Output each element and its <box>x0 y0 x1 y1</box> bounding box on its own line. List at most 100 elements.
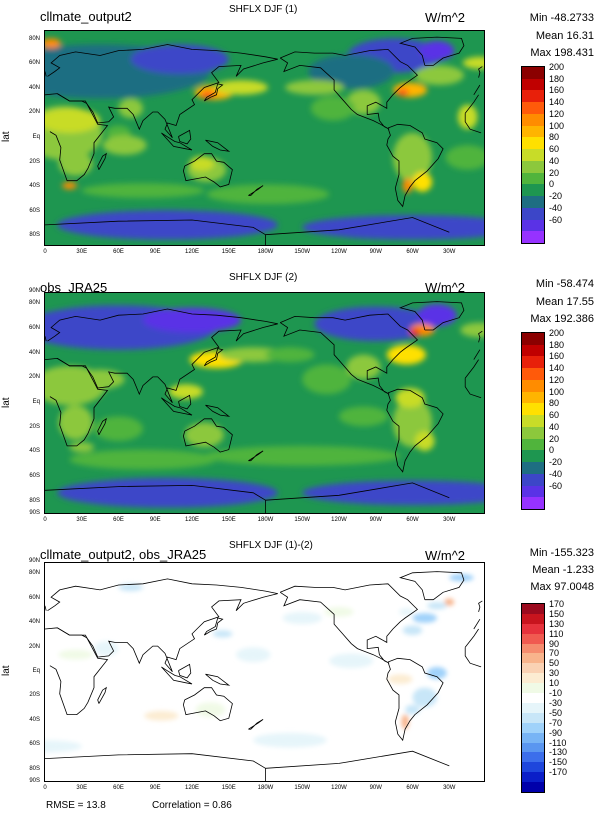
colorbar-box <box>522 613 544 625</box>
field-contour <box>189 156 215 171</box>
correlation-label: Correlation = 0.86 <box>152 800 232 811</box>
coastline <box>464 113 482 134</box>
mean-stat: Mean 16.31 <box>535 30 594 42</box>
colorbar-label: -30 <box>549 697 563 708</box>
colorbar-label: 0 <box>549 445 555 456</box>
x-tick-label: 150E <box>221 249 236 255</box>
mean-stat: Mean -1.233 <box>532 564 594 576</box>
y-tick-label: 20N <box>28 643 40 650</box>
colorbar-box <box>522 485 544 498</box>
colorbar-box <box>522 712 544 724</box>
colorbar-label: 160 <box>549 351 565 362</box>
mean-stat: Mean 17.55 <box>535 296 594 308</box>
min-stat: Min -155.323 <box>529 547 594 559</box>
colorbar-label: -60 <box>549 480 563 491</box>
x-tick-label: 90W <box>369 249 382 255</box>
y-tick-label: 80N <box>28 35 40 42</box>
coastline <box>279 48 419 130</box>
field-contour <box>457 104 478 130</box>
y-tick-label: Eq <box>32 668 40 674</box>
colorbar-label: 120 <box>549 108 565 119</box>
field-contour <box>314 306 437 342</box>
coastline <box>182 153 233 188</box>
field-contour <box>69 449 217 470</box>
y-tick-label: 20S <box>29 692 40 699</box>
colorbar-box <box>522 160 544 174</box>
field-contour <box>414 431 435 451</box>
field-contour <box>212 630 233 638</box>
field-contour <box>412 172 433 192</box>
coastline <box>49 627 109 716</box>
x-tick-label: 120E <box>184 517 200 523</box>
colorbar-box <box>522 450 544 463</box>
coastline <box>248 719 264 730</box>
field-contour <box>392 132 433 182</box>
field-contour <box>118 583 143 592</box>
field-contour <box>346 354 381 380</box>
colorbar-label: -40 <box>549 468 563 479</box>
x-tick-label: 90W <box>369 517 382 523</box>
colorbar-box <box>522 702 544 714</box>
colorbar-box <box>522 403 544 416</box>
colorbar-box <box>522 673 544 684</box>
colorbar-box <box>522 137 544 150</box>
y-tick-label: 40S <box>29 448 40 455</box>
coastline <box>248 185 264 196</box>
y-tick-label: 90S <box>29 510 40 516</box>
colorbar-label: 200 <box>549 62 565 72</box>
min-stat: Min -48.2733 <box>529 12 594 24</box>
coastline <box>97 417 107 435</box>
field-contour <box>419 40 455 61</box>
coastline <box>161 666 193 685</box>
y-tick-label: 40N <box>28 349 40 356</box>
colorbar-label: 90 <box>549 638 560 649</box>
field-contour <box>200 91 216 99</box>
field-contour <box>62 181 77 190</box>
field-contour <box>57 478 278 508</box>
y-axis-label: lat <box>1 397 12 408</box>
units-label: W/m^2 <box>425 10 466 25</box>
field-contour <box>144 710 179 721</box>
coastline <box>279 583 419 664</box>
x-tick-label: 60E <box>113 785 124 791</box>
colorbar-box <box>522 196 544 209</box>
map-canvas <box>45 293 484 513</box>
max-stat: Max 198.431 <box>530 47 594 59</box>
colorbar-box <box>522 497 544 510</box>
field-contour <box>253 732 327 748</box>
field-contour <box>308 54 395 89</box>
colorbar-box <box>522 78 544 91</box>
colorbar-box <box>522 379 544 393</box>
field-contour <box>449 574 474 582</box>
coastline <box>464 94 479 114</box>
coastline <box>45 219 266 245</box>
y-tick-label: 20N <box>28 109 40 116</box>
colorbar-box <box>522 762 544 773</box>
field-contour <box>282 611 322 625</box>
coastline <box>265 482 450 501</box>
colorbar-label: 100 <box>549 120 565 131</box>
x-tick-label: 30W <box>443 785 456 791</box>
coastline <box>45 484 266 513</box>
panel-name: cllmate_output2 <box>40 9 132 24</box>
field-contour <box>402 178 413 194</box>
colorbar-label: 120 <box>549 374 565 385</box>
colorbar-box <box>522 643 544 654</box>
field-contour <box>302 364 352 395</box>
field-contour <box>75 369 125 390</box>
coastline <box>464 647 482 668</box>
x-tick-label: 60W <box>406 249 419 255</box>
colorbar-label: 160 <box>549 85 565 96</box>
x-tick-label: 150W <box>294 249 311 255</box>
panel-name: obs_JRA25 <box>40 280 108 295</box>
coastline <box>265 217 450 236</box>
colorbar-box <box>522 125 544 138</box>
y-tick-label: 80S <box>29 497 40 504</box>
colorbar-box <box>522 742 544 753</box>
colorbar-label: 10 <box>549 678 560 689</box>
y-axis-label: lat <box>1 665 12 676</box>
coastline <box>178 663 192 679</box>
colorbar-label: 60 <box>549 410 560 421</box>
x-tick-label: 120W <box>331 249 347 255</box>
colorbar-box <box>522 683 544 694</box>
